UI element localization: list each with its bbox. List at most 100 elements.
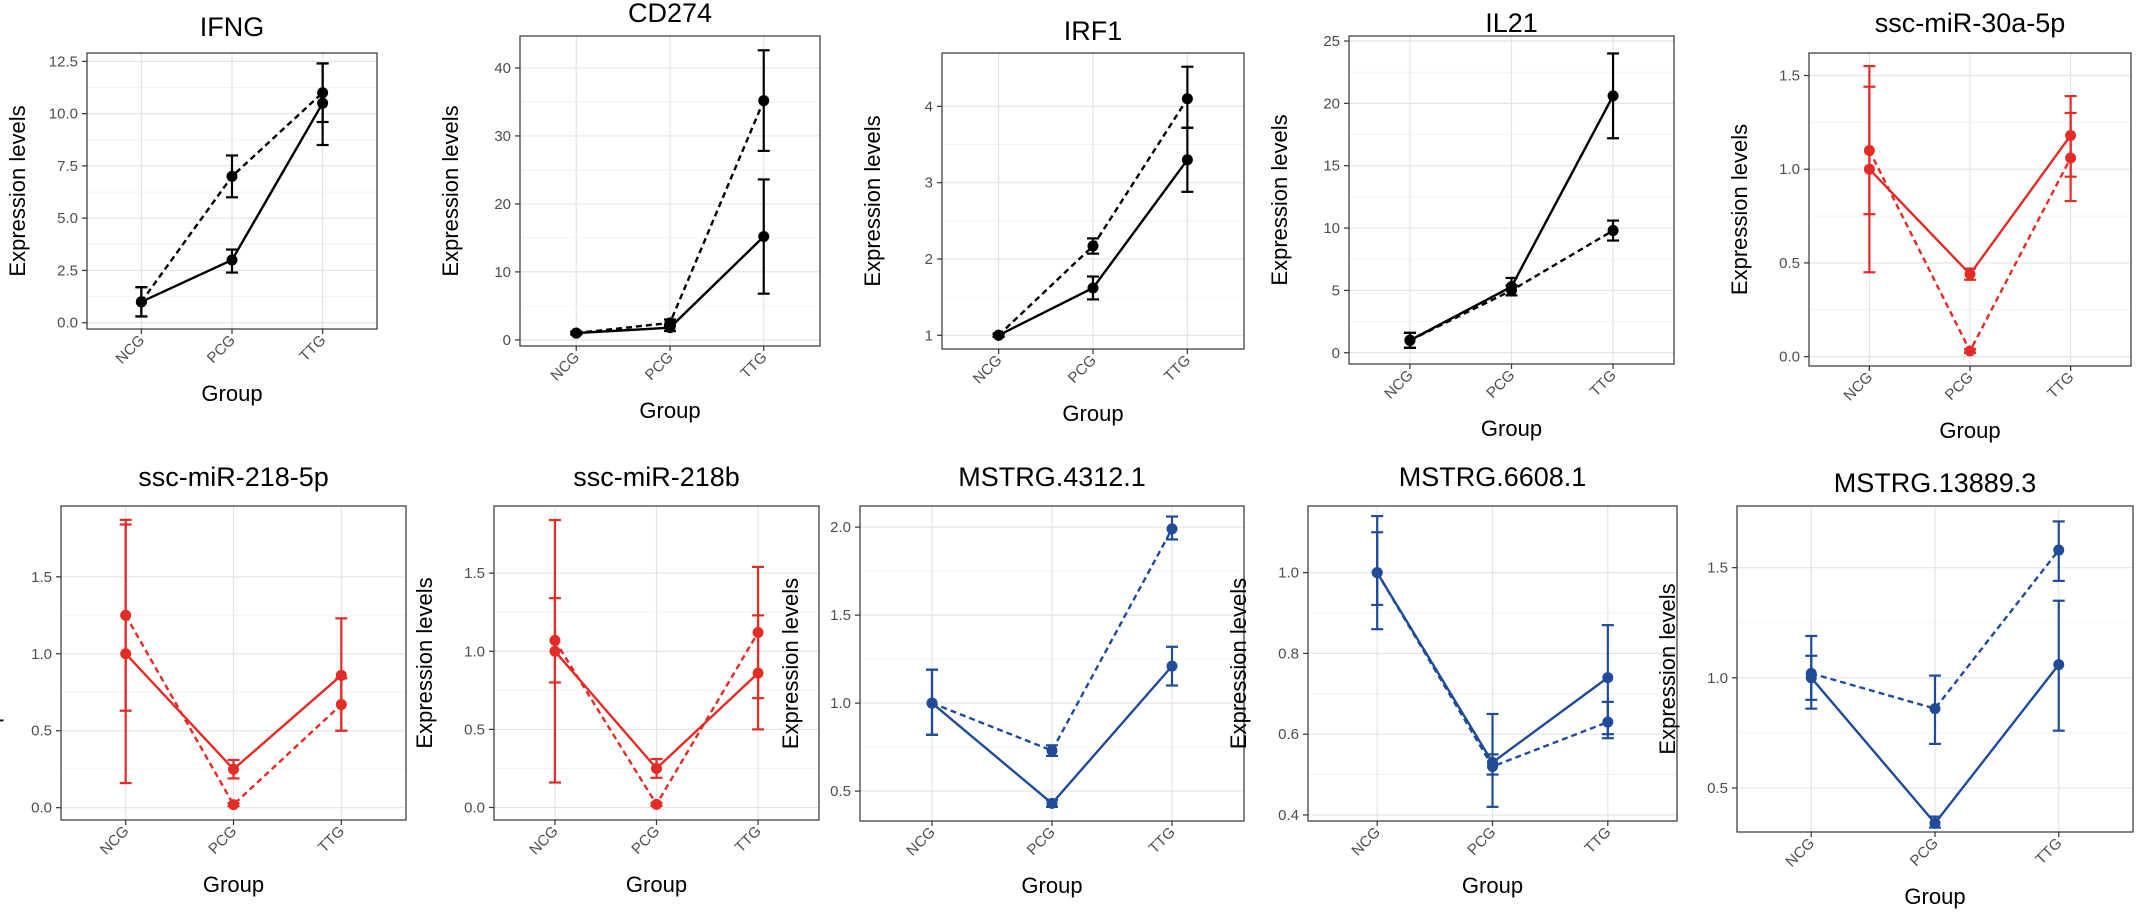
y-tick-label: 1 bbox=[925, 327, 933, 344]
chart-panel: 0 10 20 30 40 NCG PCG TTG CD274 Group Expression l… bbox=[438, 0, 821, 423]
y-axis-label: Expression levels bbox=[1267, 114, 1292, 285]
y-tick-label: 5 bbox=[1332, 282, 1340, 299]
data-point bbox=[1181, 154, 1193, 166]
data-point bbox=[1087, 240, 1099, 252]
series-dashed bbox=[135, 62, 329, 318]
chart-panel: 0.0 0.5 1.0 1.5 NCG PCG TTG ssc-miR-218-5p Group… bbox=[0, 462, 407, 897]
chart-title: IL21 bbox=[1485, 8, 1538, 38]
series-dashed bbox=[926, 515, 1178, 757]
x-tick-label: NCG bbox=[903, 824, 939, 860]
y-tick-label: 40 bbox=[494, 60, 511, 77]
chart-title: ssc-miR-218-5p bbox=[138, 462, 329, 492]
data-point bbox=[1929, 817, 1941, 829]
x-tick-label: NCG bbox=[970, 352, 1006, 388]
y-tick-label: 0.5 bbox=[830, 783, 851, 800]
y-tick-label: 0.0 bbox=[31, 800, 52, 817]
y-tick-label: 1.0 bbox=[1707, 670, 1728, 687]
series-line bbox=[1810, 549, 2060, 711]
data-point bbox=[335, 699, 347, 711]
x-tick-label: TTG bbox=[1587, 367, 1620, 400]
y-tick-label: 0 bbox=[503, 332, 511, 349]
x-tick-label: PCG bbox=[205, 823, 240, 858]
series-dashed bbox=[1371, 531, 1614, 776]
y-axis-label: Expression levels bbox=[1226, 578, 1251, 749]
x-axis-label: Group bbox=[1481, 416, 1542, 441]
y-axis-label: Expression levels bbox=[412, 577, 437, 748]
data-point bbox=[926, 697, 938, 709]
data-point bbox=[651, 798, 662, 810]
x-tick-label: NCG bbox=[526, 823, 562, 859]
chart-panel: 0.0 2.5 5.0 7.5 10.0 12.5 NCG PCG TTG IFNG Group Ex… bbox=[5, 12, 378, 406]
chart-panel: 0.5 1.0 1.5 2.0 NCG PCG TTG MSTRG.4312.1 Group Ex… bbox=[778, 462, 1245, 898]
data-point bbox=[1805, 667, 1817, 679]
x-tick-label: NCG bbox=[1782, 835, 1818, 871]
y-axis-label: Expression levels bbox=[0, 577, 4, 748]
y-tick-label: 0.0 bbox=[1779, 349, 1800, 366]
y-tick-label: 4 bbox=[925, 98, 933, 115]
y-axis-label: Expression levels bbox=[1727, 124, 1752, 295]
data-point bbox=[317, 87, 329, 99]
plot-border bbox=[1307, 505, 1678, 822]
x-tick-label: NCG bbox=[547, 349, 583, 385]
x-tick-label: PCG bbox=[1942, 369, 1977, 404]
series-line bbox=[124, 614, 343, 807]
y-tick-label: 1.0 bbox=[31, 646, 52, 663]
x-tick-label: TTG bbox=[2032, 835, 2065, 868]
x-axis-label: Group bbox=[1021, 873, 1082, 898]
y-tick-label: 20 bbox=[494, 196, 511, 213]
x-tick-label: NCG bbox=[113, 332, 149, 368]
x-axis-label: Group bbox=[1462, 873, 1523, 898]
data-point bbox=[1863, 144, 1875, 156]
y-tick-label: 0.5 bbox=[31, 723, 52, 740]
data-point bbox=[1046, 797, 1058, 809]
data-point bbox=[228, 799, 239, 811]
data-point bbox=[226, 254, 238, 266]
data-point bbox=[752, 627, 764, 639]
chart-panel: 0.5 1.0 1.5 NCG PCG TTG MSTRG.13889.3 Group Expr… bbox=[1655, 468, 2134, 909]
y-axis-label: Expression levels bbox=[5, 105, 30, 276]
x-axis-label: Group bbox=[201, 381, 262, 406]
x-tick-label: TTG bbox=[1146, 824, 1179, 857]
data-point bbox=[993, 329, 1005, 341]
data-point bbox=[226, 170, 238, 182]
chart-panel: 0.4 0.6 0.8 1.0 NCG PCG TTG MSTRG.6608.1 Group Ex… bbox=[1226, 462, 1678, 898]
x-axis-label: Group bbox=[626, 872, 687, 897]
plot-border bbox=[1736, 505, 2134, 833]
y-tick-label: 1.0 bbox=[830, 695, 851, 712]
data-point bbox=[1181, 93, 1193, 105]
y-tick-label: 20 bbox=[1323, 95, 1340, 112]
x-axis-label: Group bbox=[203, 872, 264, 897]
data-point bbox=[570, 327, 582, 339]
x-tick-label: TTG bbox=[2044, 369, 2077, 402]
y-tick-label: 15 bbox=[1323, 158, 1340, 175]
y-tick-label: 1.5 bbox=[830, 607, 851, 624]
y-tick-label: 2.0 bbox=[830, 519, 851, 536]
chart-title: ssc-miR-218b bbox=[573, 462, 740, 492]
plot-border bbox=[859, 505, 1245, 822]
data-point bbox=[1166, 523, 1178, 535]
series-solid bbox=[992, 126, 1194, 341]
chart-title: MSTRG.6608.1 bbox=[1399, 462, 1587, 492]
x-tick-label: PCG bbox=[204, 332, 239, 367]
x-tick-label: PCG bbox=[642, 349, 677, 384]
y-tick-label: 1.0 bbox=[464, 643, 485, 660]
data-point bbox=[1506, 284, 1517, 296]
chart-panel: 0 5 10 15 20 25 NCG PCG TTG IL21 Group Expression l… bbox=[1267, 8, 1675, 441]
data-point bbox=[1964, 268, 1976, 280]
series-dashed bbox=[992, 65, 1194, 341]
y-tick-label: 3 bbox=[925, 175, 933, 192]
y-tick-label: 7.5 bbox=[57, 158, 78, 175]
y-axis-label: Expression levels bbox=[860, 115, 885, 286]
chart-title: MSTRG.13889.3 bbox=[1834, 468, 2037, 498]
data-point bbox=[1487, 760, 1498, 772]
chart-title: IFNG bbox=[200, 12, 265, 42]
x-tick-label: TTG bbox=[737, 349, 770, 382]
y-tick-label: 0.5 bbox=[1707, 780, 1728, 797]
data-point bbox=[1087, 282, 1099, 294]
data-point bbox=[120, 609, 132, 621]
chart-title: ssc-miR-30a-5p bbox=[1875, 8, 2066, 38]
y-tick-label: 0.0 bbox=[464, 800, 485, 817]
y-tick-label: 0.5 bbox=[464, 721, 485, 738]
y-tick-label: 25 bbox=[1323, 33, 1340, 50]
